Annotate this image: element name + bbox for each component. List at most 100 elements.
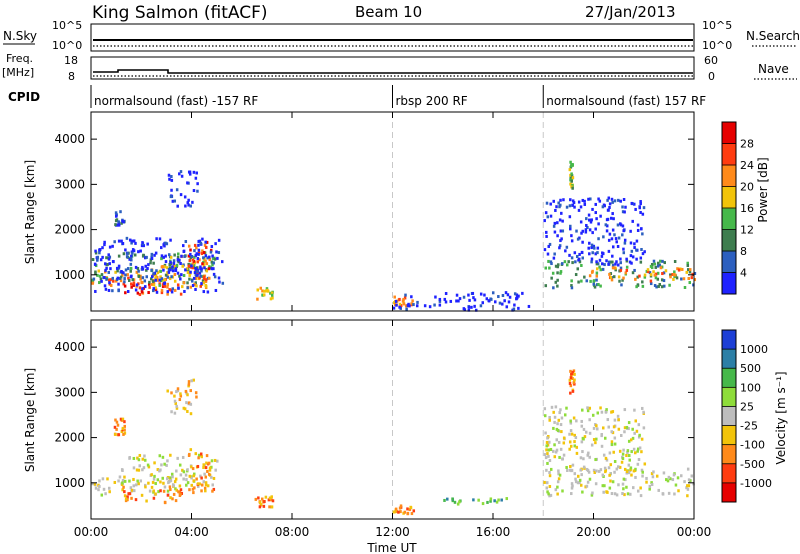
range-cell xyxy=(575,255,579,259)
range-cell xyxy=(659,266,663,270)
range-cell xyxy=(214,468,217,472)
range-cell xyxy=(154,276,157,280)
colorbar-swatch xyxy=(722,165,736,187)
range-cell xyxy=(610,197,614,201)
range-cell xyxy=(588,455,591,459)
range-cell xyxy=(625,425,629,429)
colorbar-swatch xyxy=(722,349,736,369)
ytick-label: 3000 xyxy=(54,385,85,399)
range-cell xyxy=(549,467,553,471)
range-cell xyxy=(571,389,575,393)
range-cell xyxy=(604,436,607,440)
range-cell xyxy=(159,275,162,279)
range-cell xyxy=(559,229,563,233)
range-cell xyxy=(178,484,182,488)
range-cell xyxy=(552,224,556,228)
range-cell xyxy=(662,284,666,288)
range-cell xyxy=(105,256,108,260)
range-cell xyxy=(172,492,176,496)
range-cell xyxy=(602,453,606,457)
freq-tick-top: 18 xyxy=(64,54,78,67)
range-cell xyxy=(630,450,633,454)
range-cell xyxy=(155,237,158,241)
ytick-label: 4000 xyxy=(54,132,85,146)
range-cell xyxy=(619,433,623,437)
range-cell xyxy=(550,262,553,266)
range-cell xyxy=(625,257,628,261)
range-cell xyxy=(189,252,192,256)
range-cell xyxy=(591,251,594,255)
range-cell xyxy=(438,303,442,307)
nsky-panel-frame xyxy=(90,23,695,52)
range-cell xyxy=(179,492,182,496)
range-cell xyxy=(152,287,155,291)
range-cell xyxy=(98,281,101,285)
colorbar-tick-label: 4 xyxy=(740,267,747,280)
range-cell xyxy=(121,219,124,223)
range-cell xyxy=(651,475,655,479)
range-cell xyxy=(489,499,492,503)
range-cell xyxy=(675,276,679,280)
range-cell xyxy=(611,410,615,414)
range-cell xyxy=(258,500,262,504)
range-cell xyxy=(590,493,594,497)
range-cell xyxy=(586,453,589,457)
range-cell xyxy=(108,262,111,266)
range-cell xyxy=(658,263,661,267)
range-cell xyxy=(146,463,150,467)
range-cell xyxy=(580,263,583,267)
range-cell xyxy=(568,468,572,472)
range-cell xyxy=(166,389,169,393)
range-cell xyxy=(656,264,660,268)
range-cell xyxy=(398,302,402,306)
range-cell xyxy=(270,291,274,295)
nsky-tick-top: 10^5 xyxy=(52,19,82,32)
range-cell xyxy=(204,259,207,263)
colorbar-swatch xyxy=(722,122,736,144)
range-cell xyxy=(615,493,619,497)
range-cell xyxy=(123,479,127,483)
nsearch-tick-top: 10^5 xyxy=(702,19,732,32)
range-cell xyxy=(631,486,635,490)
range-cell xyxy=(565,465,568,469)
range-cell xyxy=(179,473,183,477)
ytick-label: 2000 xyxy=(54,431,85,445)
range-cell xyxy=(182,470,186,474)
range-cell xyxy=(171,497,174,501)
range-cell xyxy=(630,201,634,205)
range-cell xyxy=(639,486,642,490)
velocity-scatter-marks xyxy=(91,320,695,519)
range-cell xyxy=(590,260,593,264)
range-cell xyxy=(404,304,408,308)
range-cell xyxy=(652,470,655,474)
range-cell xyxy=(578,481,581,485)
range-cell xyxy=(205,454,209,458)
range-cell xyxy=(93,262,97,266)
range-cell xyxy=(579,456,583,460)
range-cell xyxy=(140,493,144,497)
range-cell xyxy=(137,458,141,462)
range-cell xyxy=(178,398,182,402)
range-cell xyxy=(412,509,416,513)
colorbar-tick-label: 100 xyxy=(740,381,761,394)
range-cell xyxy=(257,496,260,500)
range-cell xyxy=(211,489,214,493)
range-cell xyxy=(163,284,167,288)
range-cell xyxy=(672,473,676,477)
range-cell xyxy=(580,483,583,487)
range-cell xyxy=(117,433,121,437)
range-cell xyxy=(577,280,580,284)
beam-title: Beam 10 xyxy=(355,3,422,21)
range-cell xyxy=(602,235,605,239)
range-cell xyxy=(579,205,583,209)
range-cell xyxy=(629,254,633,258)
range-cell xyxy=(521,291,524,295)
range-cell xyxy=(158,469,161,473)
range-cell xyxy=(116,223,120,227)
range-cell xyxy=(116,269,119,273)
range-cell xyxy=(126,495,129,499)
range-cell xyxy=(151,279,155,283)
range-cell xyxy=(611,200,614,204)
range-cell xyxy=(174,499,178,503)
range-cell xyxy=(596,411,600,415)
